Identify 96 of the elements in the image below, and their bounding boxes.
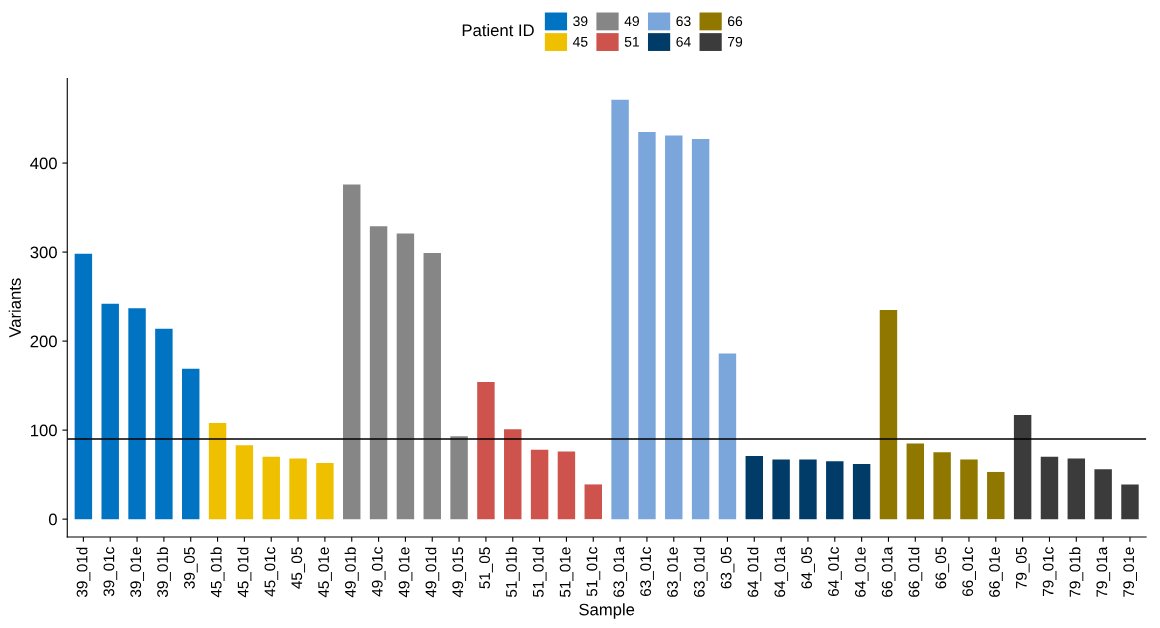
bar [396, 233, 415, 520]
x-tick-label: 66_01d [908, 547, 923, 597]
y-tick-label: 0 [48, 513, 57, 526]
bar [1040, 456, 1059, 520]
bar [745, 455, 763, 520]
x-tick-label: 64_01d [747, 547, 762, 597]
x-tick-label: 66_01e [989, 547, 1003, 597]
x-tick-label: 49_01e [398, 547, 413, 598]
x-tick-label: 39_01c [103, 547, 118, 597]
bar [987, 471, 1005, 520]
bar [369, 226, 388, 520]
bar [235, 445, 254, 520]
bar [450, 436, 468, 520]
y-tick-label: 100 [31, 424, 57, 437]
legend-label: 79 [728, 36, 743, 47]
x-tick-label: 64_05 [801, 547, 815, 589]
x-tick-label: 49_01d [425, 547, 440, 598]
legend-label: 51 [624, 37, 639, 47]
x-tick-label: 66_05 [935, 547, 950, 589]
bar [638, 131, 656, 520]
bar [584, 484, 602, 520]
bar [1067, 458, 1086, 520]
x-tick-label: 79_01c [1042, 547, 1057, 596]
bar [74, 253, 93, 520]
bar [665, 135, 683, 520]
bar [960, 459, 978, 520]
bar [772, 459, 790, 520]
x-tick-label: 64_01a [774, 546, 789, 597]
bar [155, 328, 173, 520]
bar [182, 368, 200, 520]
bar [906, 443, 925, 520]
bar [852, 463, 871, 520]
x-tick-label: 39_01e [130, 547, 145, 598]
x-tick-label: 63_01a [613, 546, 628, 597]
x-axis-title: Sample [579, 603, 635, 619]
bar [718, 353, 737, 520]
x-tick-label: 39_01b [156, 547, 171, 598]
x-tick-label: 79_05 [1015, 547, 1030, 589]
x-tick-label: 45_05 [291, 547, 306, 589]
bar [316, 463, 334, 520]
x-tick-label: 63_01c [640, 547, 654, 596]
x-tick-label: 63_01e [667, 547, 681, 597]
legend-label: 45 [572, 37, 588, 47]
bar [101, 303, 119, 520]
x-tick-label: 63_05 [720, 547, 735, 589]
y-tick-label: 200 [30, 335, 57, 348]
bar [504, 429, 522, 520]
x-tick-label: 45_01e [318, 547, 332, 598]
x-tick-label: 49_01c [371, 547, 386, 597]
x-tick-label: 39_01d [76, 547, 91, 598]
x-tick-label: 51_01e [559, 547, 574, 598]
x-tick-label: 51_05 [479, 547, 493, 589]
legend-label: 39 [573, 16, 588, 27]
bar [1094, 469, 1112, 520]
x-tick-label: 45_01b [210, 547, 225, 598]
x-tick-label: 79_01a [1096, 546, 1111, 597]
bar [343, 184, 361, 520]
bar [477, 382, 495, 520]
bar [879, 309, 898, 520]
x-tick-label: 49_015 [452, 547, 467, 598]
x-tick-label: 49_01b [344, 547, 359, 598]
x-tick-label: 51_01c [586, 547, 601, 597]
legend-label: 49 [624, 16, 639, 27]
x-tick-label: 66_01c [962, 547, 976, 596]
bar [691, 139, 710, 520]
y-tick-label: 400 [30, 157, 57, 170]
x-tick-label: 79_01e [1123, 547, 1137, 597]
bar [933, 452, 951, 520]
y-axis-title: Variants [8, 278, 21, 338]
bar [1013, 414, 1032, 520]
x-tick-label: 45_01d [237, 547, 252, 598]
bar [208, 423, 227, 520]
bar [1121, 484, 1139, 520]
legend-label: 66 [728, 16, 743, 27]
x-tick-label: 39_05 [184, 547, 198, 589]
x-tick-label: 63_01d [693, 547, 708, 597]
bar [799, 459, 817, 520]
legend-label: 63 [676, 16, 691, 27]
bar [557, 451, 576, 520]
x-tick-label: 64_01e [854, 547, 869, 597]
bar [530, 449, 549, 520]
bar [289, 458, 307, 520]
x-tick-label: 66_01a [881, 546, 896, 597]
x-tick-label: 51_01d [532, 547, 547, 598]
y-tick-label: 300 [30, 246, 57, 259]
bar [128, 308, 146, 520]
bar [611, 99, 629, 520]
legend-label: 64 [676, 36, 691, 47]
bar [262, 456, 280, 520]
x-tick-label: 51_01b [505, 547, 520, 598]
x-tick-label: 45_01c [264, 547, 279, 597]
bar [826, 461, 844, 520]
bar [423, 252, 441, 520]
legend-title: Patient ID [462, 23, 534, 37]
x-tick-label: 79_01b [1069, 547, 1084, 597]
x-tick-label: 64_01c [828, 547, 842, 596]
